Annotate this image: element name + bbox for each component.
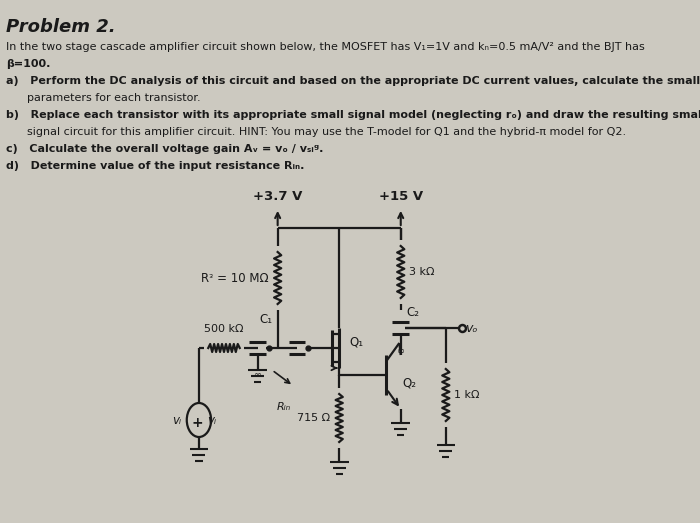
Text: 715 Ω: 715 Ω <box>298 413 330 423</box>
Text: 500 kΩ: 500 kΩ <box>204 324 244 334</box>
Text: Problem 2.: Problem 2. <box>6 18 116 36</box>
Text: C₁: C₁ <box>259 313 272 326</box>
Text: Rᵌ = 10 MΩ: Rᵌ = 10 MΩ <box>202 271 269 285</box>
Text: a)   Perform the DC analysis of this circuit and based on the appropriate DC cur: a) Perform the DC analysis of this circu… <box>6 76 700 86</box>
Text: +15 V: +15 V <box>379 190 423 203</box>
Text: 3 kΩ: 3 kΩ <box>410 267 435 277</box>
Text: c)   Calculate the overall voltage gain Aᵥ = vₒ / vₛᵢᵍ.: c) Calculate the overall voltage gain Aᵥ… <box>6 144 323 154</box>
Text: signal circuit for this amplifier circuit. HINT: You may use the T-model for Q1 : signal circuit for this amplifier circui… <box>6 127 626 137</box>
Text: vᵢ: vᵢ <box>173 414 182 426</box>
Text: vᵢ: vᵢ <box>207 414 217 426</box>
Text: Q₂: Q₂ <box>402 377 416 390</box>
Text: parameters for each transistor.: parameters for each transistor. <box>6 93 200 103</box>
Text: 1 kΩ: 1 kΩ <box>454 390 480 400</box>
Text: ∞: ∞ <box>397 346 405 356</box>
Text: C₂: C₂ <box>407 305 419 319</box>
Text: ∞: ∞ <box>253 370 262 380</box>
Text: b)   Replace each transistor with its appropriate small signal model (neglecting: b) Replace each transistor with its appr… <box>6 110 700 120</box>
Text: +3.7 V: +3.7 V <box>253 190 302 203</box>
Text: d)   Determine value of the input resistance Rᵢₙ.: d) Determine value of the input resistan… <box>6 161 304 171</box>
Text: β=100.: β=100. <box>6 59 50 69</box>
Text: In the two stage cascade amplifier circuit shown below, the MOSFET has V₁=1V and: In the two stage cascade amplifier circu… <box>6 42 645 52</box>
Text: vₒ: vₒ <box>465 322 477 335</box>
Text: Rᵢₙ: Rᵢₙ <box>277 402 291 412</box>
Text: Q₁: Q₁ <box>349 335 363 348</box>
Text: +: + <box>192 416 203 430</box>
